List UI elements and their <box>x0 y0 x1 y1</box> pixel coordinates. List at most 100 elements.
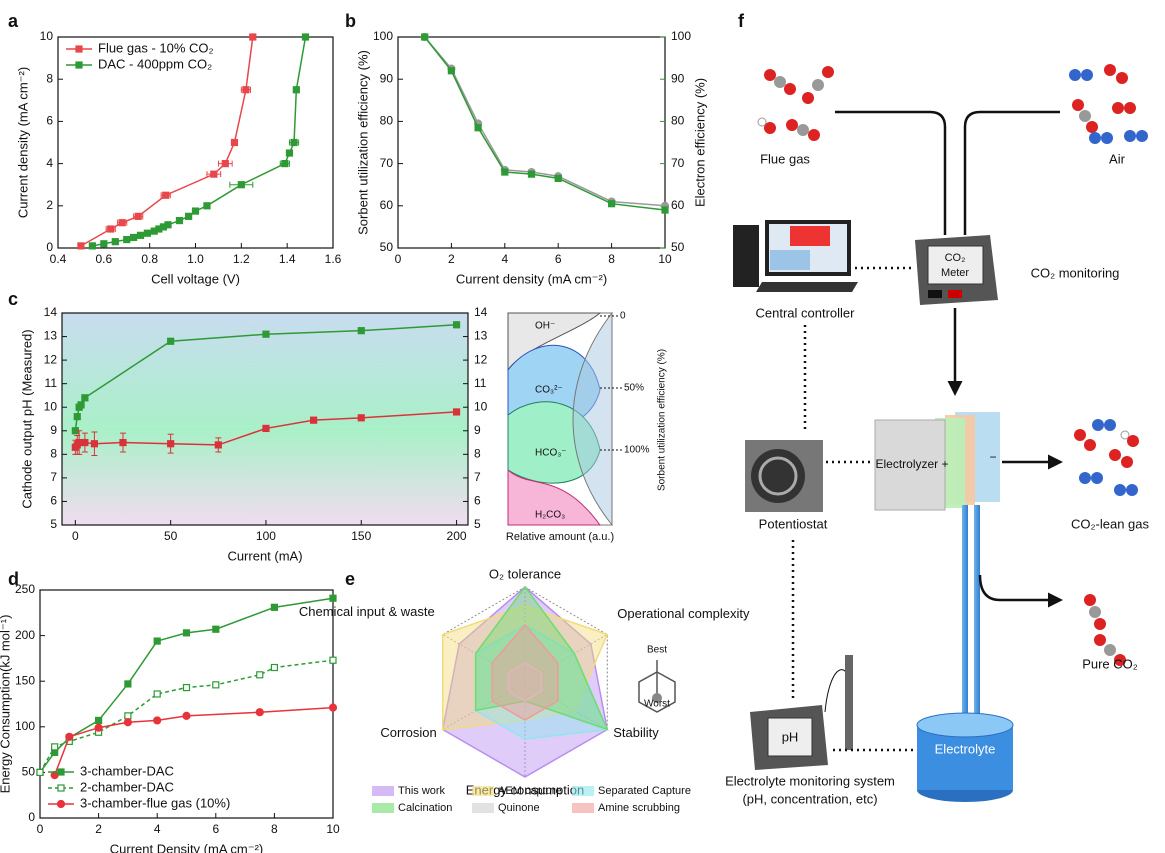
plot-background <box>62 313 468 525</box>
legend-label: Amine scrubbing <box>598 802 680 814</box>
point <box>182 711 191 720</box>
y2-tick-label: 5 <box>474 517 481 531</box>
point <box>90 440 99 448</box>
legend-label: Separated Capture <box>598 785 691 797</box>
point <box>242 86 250 94</box>
legend-label: This work <box>398 785 446 797</box>
point <box>281 160 289 168</box>
point <box>221 160 229 168</box>
point <box>118 219 126 227</box>
point <box>175 216 184 225</box>
node-label: Electrolyte <box>935 741 996 756</box>
panel-letter: d <box>8 569 19 589</box>
radar-axis-label: Corrosion <box>380 725 436 740</box>
point <box>100 240 108 248</box>
node-label: pH <box>782 729 799 744</box>
y2-tick-label: 80 <box>671 114 685 128</box>
node-label: Electrolyte monitoring system <box>725 773 895 788</box>
point <box>292 86 300 94</box>
x-tick-label: 50 <box>164 529 178 543</box>
y-tick-label: 150 <box>15 673 35 687</box>
point <box>94 716 103 725</box>
y-tick-label: 7 <box>50 470 57 484</box>
x-tick-label: 2 <box>448 252 455 266</box>
x-tick-label: 10 <box>326 822 340 836</box>
x-tick-label: 1.6 <box>325 252 342 266</box>
series-line <box>53 706 334 776</box>
node-label: CO₂ <box>945 252 966 264</box>
x-tick-label: 6 <box>212 822 219 836</box>
point <box>452 408 461 416</box>
point <box>119 438 127 447</box>
point <box>301 33 310 41</box>
y-axis-label: Current density (mA cm⁻²) <box>15 67 30 218</box>
point <box>162 191 170 199</box>
node-label: Electrolyzer + <box>875 457 948 471</box>
radar-area <box>491 623 559 721</box>
y2-tick-label: 10 <box>474 399 488 413</box>
point <box>607 200 616 208</box>
point <box>73 413 81 421</box>
series-line <box>424 36 666 207</box>
efficiency-mark: 50% <box>624 383 644 394</box>
y-tick-label: 8 <box>50 447 57 461</box>
x-tick-label: 1.0 <box>187 252 204 266</box>
y-tick-label: 80 <box>380 114 394 128</box>
y2-tick-label: 11 <box>474 376 487 390</box>
species-label: OH⁻ <box>535 321 555 332</box>
point <box>123 235 131 244</box>
indicator-label: Worst <box>644 699 670 710</box>
legend-label: 3-chamber-DAC <box>80 763 174 778</box>
radar-area <box>507 662 543 702</box>
point <box>554 174 562 182</box>
point <box>255 708 264 717</box>
legend-label: 2-chamber-DAC <box>80 779 174 794</box>
point <box>88 242 96 250</box>
y2-tick-label: 60 <box>671 198 685 212</box>
legend-swatch <box>372 786 394 796</box>
point <box>143 229 151 237</box>
legend-label: 3-chamber-flue gas (10%) <box>80 795 230 810</box>
point <box>153 716 162 725</box>
series-line <box>39 597 334 773</box>
point <box>212 625 220 633</box>
panel-letter: b <box>345 11 356 31</box>
y-tick-label: 5 <box>50 517 57 531</box>
point <box>270 663 278 672</box>
species-label: H₂CO₃ <box>535 510 565 521</box>
y-tick-label: 70 <box>380 156 394 170</box>
node-label: Pure CO₂ <box>1082 656 1138 671</box>
point <box>130 233 138 242</box>
y-tick-label: 0 <box>46 240 53 254</box>
x-tick-label: 0 <box>72 529 79 543</box>
point <box>270 603 278 611</box>
x-tick-label: 10 <box>658 252 672 266</box>
legend-label: Flue gas - 10% CO₂ <box>98 40 214 55</box>
legend-label: Quinone <box>498 802 540 814</box>
point <box>357 327 365 335</box>
y-tick-label: 200 <box>15 628 35 642</box>
point <box>212 681 220 689</box>
point <box>36 768 44 777</box>
legend-marker <box>56 799 66 809</box>
point <box>329 594 337 602</box>
point <box>124 712 132 720</box>
legend-swatch <box>472 786 494 796</box>
point <box>111 238 119 246</box>
plot-frame <box>61 312 469 526</box>
point <box>134 212 142 220</box>
x-tick-label: 0.6 <box>95 252 112 266</box>
y2-tick-label: 13 <box>474 329 488 343</box>
y-tick-label: 6 <box>46 114 53 128</box>
legend-swatch <box>572 803 594 813</box>
point <box>81 394 89 402</box>
species-diagram <box>507 311 622 527</box>
y-tick-label: 12 <box>44 352 58 366</box>
y2-tick-label: 8 <box>474 447 481 461</box>
point <box>51 743 59 751</box>
legend-marker <box>57 784 65 792</box>
point <box>123 718 133 727</box>
point <box>153 690 161 698</box>
y-tick-label: 6 <box>50 494 57 508</box>
point <box>285 149 294 157</box>
